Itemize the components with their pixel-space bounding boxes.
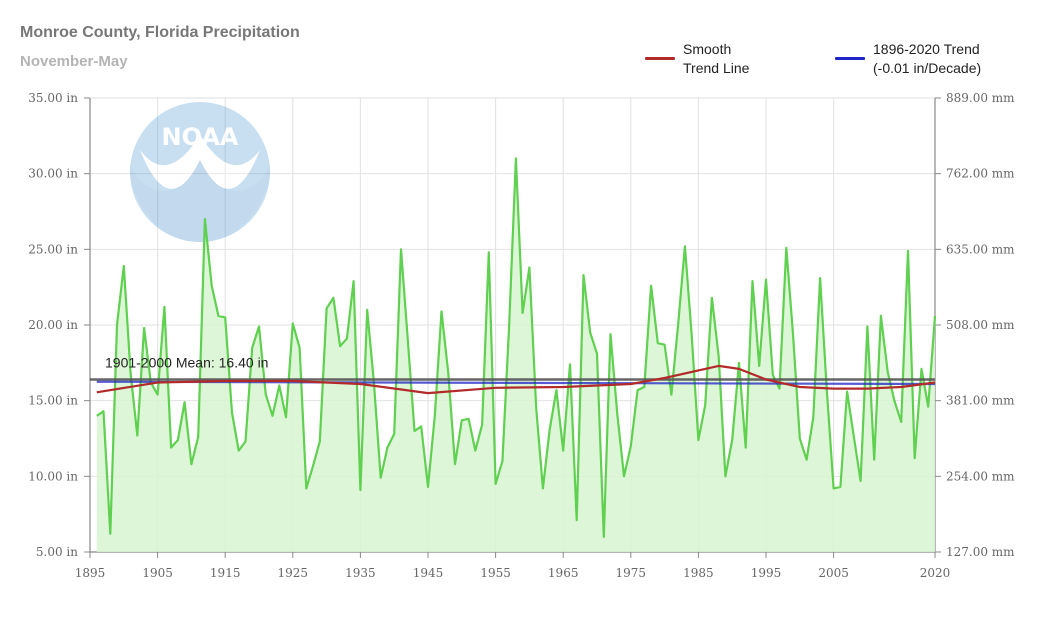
- y-tick-label-right: 762.00 mm: [946, 167, 1015, 181]
- y-tick-label-right: 381.00 mm: [946, 394, 1015, 408]
- x-tick-label: 1925: [278, 566, 309, 580]
- x-tick-label: 1985: [683, 566, 714, 580]
- noaa-logo: NOAA: [130, 102, 270, 242]
- x-tick-label: 1995: [751, 566, 782, 580]
- x-tick-label: 1905: [142, 566, 173, 580]
- legend-label-smooth: Smooth Trend Line: [683, 41, 750, 76]
- x-tick-label: 1975: [616, 566, 647, 580]
- x-tick-label: 1945: [413, 566, 444, 580]
- precipitation-area: [96, 158, 935, 552]
- precipitation-line: [96, 157, 937, 538]
- legend-swatch-smooth: [645, 57, 675, 60]
- y-tick-label-left: 20.00 in: [28, 318, 78, 332]
- smooth-trend-line: [96, 364, 936, 395]
- y-tick-label-left: 10.00 in: [28, 469, 78, 483]
- y-tick-label-left: 5.00 in: [36, 545, 78, 559]
- x-tick-label: 1935: [345, 566, 376, 580]
- y-tick-label-right: 889.00 mm: [946, 91, 1015, 105]
- legend-item-smooth-trend[interactable]: Smooth Trend Line: [645, 40, 749, 78]
- x-tick-label: 1895: [75, 566, 106, 580]
- y-tick-label-right: 127.00 mm: [946, 545, 1015, 559]
- y-tick-label-right: 254.00 mm: [946, 469, 1015, 483]
- y-tick-label-left: 30.00 in: [28, 167, 78, 181]
- y-tick-label-left: 35.00 in: [28, 91, 78, 105]
- y-tick-label-left: 25.00 in: [28, 242, 78, 256]
- chart-title: Monroe County, Florida Precipitation: [20, 24, 300, 41]
- y-tick-label-left: 15.00 in: [28, 394, 78, 408]
- x-tick-label: 1955: [480, 566, 511, 580]
- legend-label-trend: 1896-2020 Trend (-0.01 in/Decade): [873, 41, 982, 76]
- data-series: [90, 157, 937, 552]
- linear-trend-line: [96, 380, 936, 386]
- x-tick-label: 2005: [818, 566, 849, 580]
- mean-label: 1901-2000 Mean: 16.40 in: [105, 354, 268, 370]
- y-tick-label-right: 635.00 mm: [946, 242, 1015, 256]
- legend-swatch-trend: [835, 57, 865, 60]
- x-tick-label: 1965: [548, 566, 579, 580]
- y-tick-label-right: 508.00 mm: [946, 318, 1015, 332]
- legend-item-linear-trend[interactable]: 1896-2020 Trend (-0.01 in/Decade): [835, 40, 981, 78]
- x-tick-label: 2020: [920, 566, 951, 580]
- x-tick-label: 1915: [210, 566, 241, 580]
- noaa-logo-text: NOAA: [162, 123, 239, 151]
- chart-subtitle: November-May: [20, 53, 128, 70]
- axis-labels: 5.00 in 127.00 mm 10.00 in 254.00 mm 15.00 i…: [28, 91, 1015, 580]
